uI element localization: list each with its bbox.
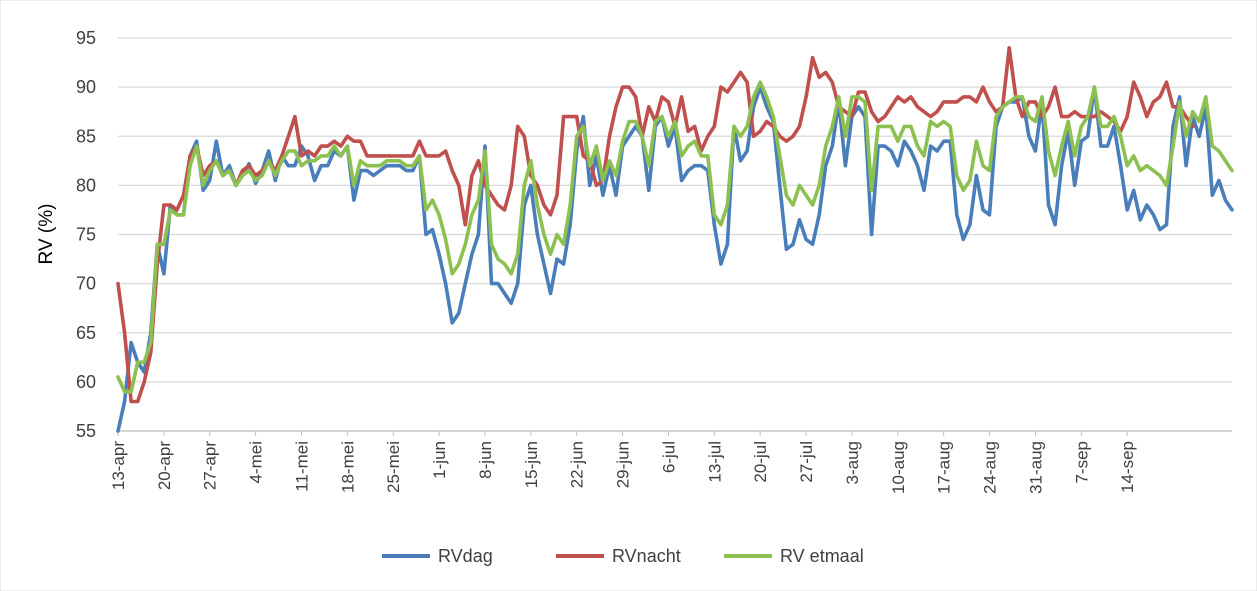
x-tick-label: 8-jun (476, 441, 495, 479)
y-tick-label: 95 (76, 28, 96, 48)
x-tick-label: 4-mei (247, 441, 266, 484)
y-tick-label: 90 (76, 77, 96, 97)
y-axis-title: RV (%) (36, 204, 57, 265)
legend-label: RV etmaal (780, 546, 864, 566)
x-tick-label: 3-aug (843, 441, 862, 484)
x-tick-label: 7-sep (1072, 441, 1091, 484)
y-tick-label: 65 (76, 323, 96, 343)
x-tick-label: 10-aug (889, 441, 908, 494)
y-tick-label: 55 (76, 421, 96, 441)
legend-label: RVnacht (612, 546, 681, 566)
x-tick-label: 20-jul (751, 441, 770, 483)
x-tick-label: 27-jul (797, 441, 816, 483)
x-tick-label: 29-jun (614, 441, 633, 488)
x-tick-label: 31-aug (1026, 441, 1045, 494)
x-tick-label: 14-sep (1118, 441, 1137, 493)
y-tick-label: 75 (76, 225, 96, 245)
x-tick-label: 11-mei (292, 441, 311, 492)
x-tick-label: 20-apr (155, 441, 174, 490)
y-tick-label: 80 (76, 175, 96, 195)
x-tick-label: 24-aug (981, 441, 1000, 494)
y-tick-label: 85 (76, 126, 96, 146)
y-tick-label: 70 (76, 274, 96, 294)
x-tick-label: 27-apr (201, 441, 220, 490)
x-tick-label: 17-aug (935, 441, 954, 494)
x-tick-label: 1-jun (430, 441, 449, 479)
x-tick-label: 22-jun (568, 441, 587, 488)
x-tick-label: 15-jun (522, 441, 541, 488)
y-tick-label: 60 (76, 372, 96, 392)
y-axis-ticks: 55 60 65 70 75 80 85 90 95 (76, 28, 96, 441)
x-tick-label: 18-mei (338, 441, 357, 493)
legend-label: RVdag (438, 546, 493, 566)
series-lines (116, 45, 1234, 433)
x-tick-label: 6-jul (659, 441, 678, 473)
x-axis-ticks: 13-apr 20-apr 27-apr 4-mei 11-mei 18-mei 25-me… (109, 431, 1137, 494)
x-tick-label: 13-apr (109, 441, 128, 490)
legend: RVdag RVnacht RV etmaal (382, 546, 864, 566)
x-tick-label: 25-mei (384, 441, 403, 493)
x-tick-label: 13-jul (705, 441, 724, 483)
series-line-rv-etmaal (116, 80, 1234, 394)
